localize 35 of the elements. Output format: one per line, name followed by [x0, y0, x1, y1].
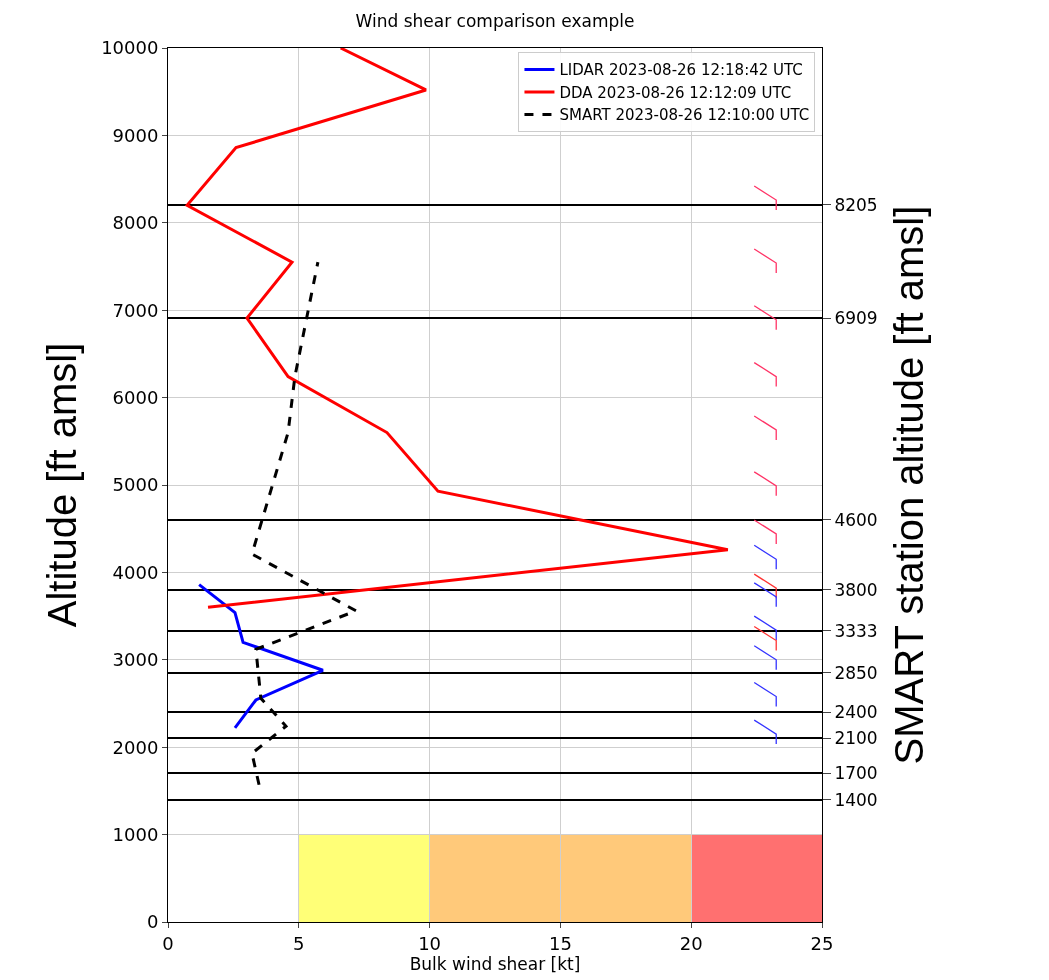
y2-tick-label: 3333	[834, 620, 878, 641]
legend-label: LIDAR 2023-08-26 12:18:42 UTC	[559, 61, 803, 80]
y2-tick-label: 8205	[834, 194, 878, 215]
legend-label: DDA 2023-08-26 12:12:09 UTC	[559, 83, 792, 102]
y-tick-label: 6000	[112, 386, 159, 408]
y2-tick-label: 2100	[834, 728, 878, 749]
y2-tick-label: 2850	[834, 662, 878, 683]
legend-label: SMART 2023-08-26 12:10:00 UTC	[559, 106, 810, 125]
y2-tick-label: 4600	[834, 509, 878, 530]
y2-tick-label: 3800	[834, 579, 878, 600]
y-tick-label: 7000	[112, 299, 159, 321]
y2-tick-label: 6909	[834, 308, 878, 329]
y-tick-label: 3000	[112, 649, 159, 671]
x-tick-label: 15	[548, 932, 572, 954]
y-tick-label: 4000	[112, 561, 159, 583]
x-tick-label: 5	[293, 932, 305, 954]
x-tick-label: 25	[810, 932, 834, 954]
y-tick-label: 1000	[112, 823, 159, 845]
y-tick-label: 10000	[101, 37, 159, 59]
y-axis-title: Altitude [ft amsl]	[39, 342, 84, 628]
y-tick-label: 9000	[112, 124, 159, 146]
x-tick-label: 0	[162, 932, 174, 954]
y2-tick-label: 1400	[834, 789, 878, 810]
chart-title: Wind shear comparison example	[355, 10, 635, 31]
x-tick-label: 20	[679, 932, 703, 954]
y-tick-label: 8000	[112, 212, 159, 234]
y2-tick-label: 2400	[834, 702, 878, 723]
y-tick-label: 2000	[112, 736, 159, 758]
x-axis-title: Bulk wind shear [kt]	[409, 953, 581, 974]
x-tick-label: 10	[418, 932, 442, 954]
line-series	[197, 583, 325, 730]
y-tick-label: 0	[146, 911, 159, 933]
y2-axis-title: SMART station altitude [ft amsl]	[887, 205, 932, 765]
y-tick-label: 5000	[112, 474, 159, 496]
y2-tick-label: 1700	[834, 763, 878, 784]
